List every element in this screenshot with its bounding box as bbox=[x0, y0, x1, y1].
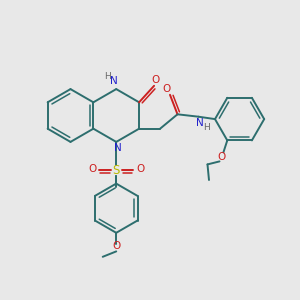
Text: S: S bbox=[112, 164, 120, 177]
Text: O: O bbox=[88, 164, 96, 174]
Text: H: H bbox=[104, 72, 111, 81]
Text: N: N bbox=[114, 143, 122, 154]
Text: O: O bbox=[152, 75, 160, 85]
Text: N: N bbox=[110, 76, 118, 86]
Text: O: O bbox=[163, 84, 171, 94]
Text: N: N bbox=[196, 118, 204, 128]
Text: O: O bbox=[217, 152, 225, 162]
Text: O: O bbox=[136, 164, 144, 174]
Text: H: H bbox=[203, 123, 210, 132]
Text: O: O bbox=[112, 241, 120, 251]
